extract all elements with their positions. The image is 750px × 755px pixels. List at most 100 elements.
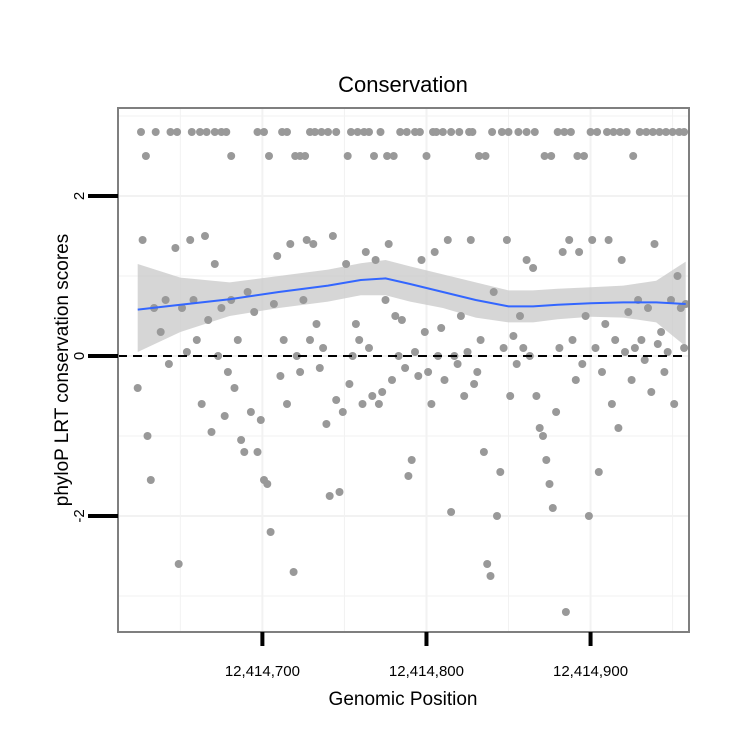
data-point: [489, 288, 498, 296]
data-point: [516, 312, 524, 320]
data-point: [588, 236, 597, 244]
data-point: [571, 376, 580, 384]
data-point: [187, 128, 196, 136]
data-point: [611, 336, 620, 344]
data-point: [540, 152, 549, 160]
data-point: [263, 480, 272, 488]
data-point: [601, 320, 610, 328]
data-point: [548, 504, 557, 512]
data-point: [302, 236, 311, 244]
panel-border: [117, 107, 690, 633]
data-point: [519, 344, 528, 352]
data-point: [604, 236, 613, 244]
data-point: [292, 352, 301, 360]
data-point: [388, 376, 396, 384]
data-point: [394, 352, 403, 360]
data-point: [483, 560, 492, 568]
data-point: [384, 240, 393, 248]
data-point: [396, 128, 405, 136]
data-point: [365, 344, 373, 352]
data-point: [621, 348, 629, 356]
data-point: [584, 512, 593, 520]
data-point: [593, 128, 602, 136]
data-point: [670, 400, 679, 408]
data-point: [456, 312, 465, 320]
data-point: [427, 400, 436, 408]
data-point: [166, 128, 175, 136]
x-tick-label: 12,414,700: [225, 663, 300, 680]
data-point: [286, 240, 295, 248]
data-point: [622, 128, 631, 136]
data-point: [378, 388, 387, 396]
data-point: [342, 260, 351, 268]
data-point: [506, 392, 515, 400]
x-axis-label: Genomic Position: [329, 689, 478, 710]
data-point: [348, 352, 357, 360]
data-point: [151, 128, 160, 136]
data-point: [475, 152, 483, 160]
data-point: [381, 296, 390, 304]
data-point: [591, 344, 600, 352]
data-point: [374, 400, 383, 408]
data-point: [404, 472, 413, 480]
data-point: [207, 428, 216, 436]
data-point: [555, 344, 564, 352]
data-point: [289, 568, 298, 576]
data-point: [637, 336, 646, 344]
data-point: [609, 128, 618, 136]
data-point: [338, 408, 347, 416]
data-point: [568, 336, 577, 344]
data-point: [365, 128, 373, 136]
axis-layer: 12,414,700 12,414,800 12,414,900 -2 0 2: [71, 192, 628, 680]
data-point: [627, 376, 636, 384]
data-point: [324, 128, 332, 136]
data-point: [361, 248, 370, 256]
data-point: [210, 260, 219, 268]
x-tick-label: 12,414,800: [389, 663, 464, 680]
data-point: [345, 380, 354, 388]
data-point: [640, 356, 649, 364]
data-point: [260, 128, 268, 136]
data-point: [328, 232, 337, 240]
data-point: [402, 128, 411, 136]
data-point: [370, 152, 378, 160]
data-point: [186, 236, 195, 244]
data-point: [138, 236, 147, 244]
data-point: [217, 304, 226, 312]
data-point: [653, 340, 662, 348]
data-point: [657, 328, 666, 336]
data-point: [397, 316, 406, 324]
data-point: [680, 128, 689, 136]
data-point: [182, 348, 191, 356]
data-point: [283, 128, 291, 136]
data-point: [497, 128, 506, 136]
data-point: [667, 296, 675, 304]
data-point: [196, 128, 204, 136]
data-point: [315, 364, 324, 372]
data-point: [227, 152, 236, 160]
confidence-band-layer: [137, 260, 686, 352]
data-point: [310, 128, 319, 136]
data-point: [246, 408, 255, 416]
data-point: [319, 344, 328, 352]
data-point: [479, 448, 488, 456]
data-point: [391, 312, 400, 320]
data-point: [635, 128, 644, 136]
data-point: [629, 152, 638, 160]
data-point: [486, 572, 495, 580]
data-point: [668, 128, 677, 136]
data-point: [353, 128, 362, 136]
data-point: [146, 476, 155, 484]
data-point: [553, 128, 562, 136]
data-point: [437, 324, 446, 332]
data-point: [530, 128, 539, 136]
data-point: [355, 336, 364, 344]
data-point: [594, 468, 603, 476]
data-point: [312, 320, 321, 328]
data-point: [493, 512, 501, 520]
data-point: [210, 128, 219, 136]
data-point: [343, 152, 352, 160]
data-point: [522, 256, 531, 264]
data-point: [233, 336, 242, 344]
y-tick-label: 2: [71, 192, 88, 200]
